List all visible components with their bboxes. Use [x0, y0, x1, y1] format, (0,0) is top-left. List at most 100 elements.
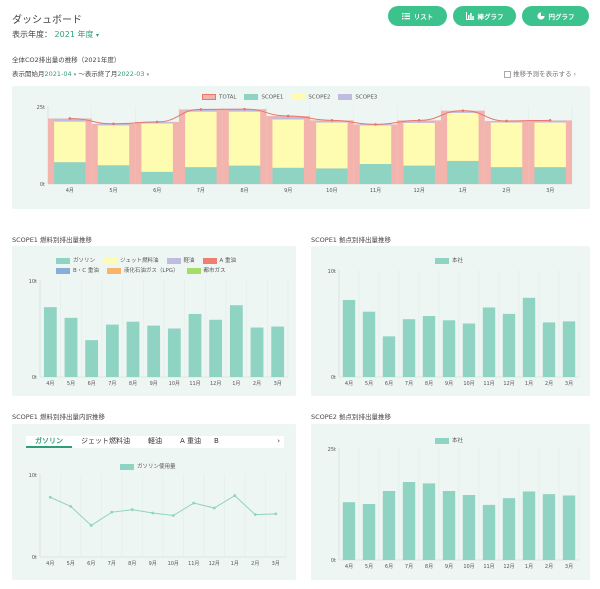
bar: [126, 321, 140, 377]
pie-chart-button[interactable]: 円グラフ: [522, 6, 589, 26]
y-tick-label: 25t: [328, 447, 336, 453]
bar: [422, 483, 436, 560]
x-tick-label: 7月: [108, 561, 116, 567]
bar-chart-button[interactable]: 棒グラフ: [453, 6, 516, 26]
list-button-label: リスト: [413, 13, 434, 21]
year-label: 表示年度：: [12, 30, 52, 39]
gasoline-line: [50, 494, 276, 527]
section-title-scope1-breakdown: SCOPE1 燃料別排出量内訳推移: [12, 413, 106, 421]
total-point: [461, 109, 465, 112]
bar: [562, 321, 576, 377]
list-button[interactable]: リスト: [388, 6, 447, 26]
bar-scope1: [490, 167, 523, 184]
x-tick-label: 2月: [545, 564, 553, 570]
gasoline-point: [192, 501, 196, 505]
gasoline-point: [110, 510, 114, 514]
chevron-down-icon: ▾: [96, 32, 100, 39]
chevron-down-icon: ▾: [146, 72, 150, 78]
y-tick-label: 10t: [328, 269, 336, 275]
bar-scope2: [403, 122, 435, 166]
x-tick-label: 1月: [525, 381, 533, 387]
total-point: [374, 123, 377, 126]
forecast-label: 推移予測を表示する: [513, 70, 572, 78]
start-month-select[interactable]: 2021-04: [44, 70, 72, 78]
bar: [522, 297, 536, 377]
forecast-toggle[interactable]: 推移予測を表示する ›: [504, 68, 576, 78]
year-suffix: 年度: [77, 30, 94, 39]
bar: [362, 311, 376, 377]
gasoline-point: [48, 495, 52, 499]
x-tick-label: 2月: [251, 561, 259, 567]
bar-scope2: [272, 119, 304, 168]
gasoline-point: [89, 524, 93, 527]
bar: [147, 325, 161, 377]
bar-scope1: [185, 167, 217, 184]
x-tick-label: 6月: [88, 381, 96, 387]
x-tick-label: 2月: [253, 381, 261, 387]
legend-item-jet-fuel[interactable]: ジェット燃料油: [103, 256, 159, 264]
legend-item-bc-heavy-oil[interactable]: B・C 重油: [56, 266, 99, 274]
legend-item-headquarters[interactable]: 本社: [435, 256, 463, 264]
end-month-select[interactable]: 2022-03: [117, 70, 145, 78]
bar: [382, 491, 396, 560]
x-tick-label: 5月: [365, 564, 373, 570]
x-tick-label: 11月: [189, 381, 200, 387]
x-tick-label: 1月: [525, 564, 533, 570]
tabs-next-icon[interactable]: ›: [277, 437, 280, 445]
legend-item-a-heavy-oil[interactable]: A 重油: [202, 256, 236, 264]
year-selector[interactable]: 表示年度： 2021 年度 ▾: [12, 29, 99, 40]
legend-item-scope1[interactable]: SCOPE1: [244, 94, 283, 101]
x-tick-label: 3月: [272, 561, 280, 567]
legend-item-total[interactable]: TOTAL: [202, 94, 236, 101]
tab-b-heavy-oil[interactable]: B: [214, 437, 219, 445]
bar: [43, 307, 57, 377]
x-tick-label: 9月: [445, 564, 453, 570]
x-tick-label: 3月: [546, 188, 554, 194]
legend-item-gasoline-usage[interactable]: ガソリン使用量: [120, 462, 176, 470]
y-tick-label: 10t: [29, 279, 37, 285]
forecast-checkbox[interactable]: [504, 70, 511, 78]
legend-item-lpg[interactable]: 液化石油ガス（LPG）: [106, 266, 179, 274]
total-point: [68, 117, 72, 120]
legend-item-light-oil[interactable]: 軽油: [166, 256, 195, 264]
bar-chart-icon: [465, 12, 474, 20]
bar-scope2: [97, 125, 130, 166]
legend-item-gasoline[interactable]: ガソリン: [56, 256, 95, 264]
x-tick-label: 5月: [67, 561, 75, 567]
gasoline-usage-chart: 10t 0t 4月 5月 6月 7月 8月 9月 10月 11月 12月 1月 2月 3月: [29, 473, 287, 567]
x-tick-label: 9月: [150, 381, 158, 387]
legend-item-city-gas[interactable]: 都市ガス: [186, 266, 226, 274]
x-tick-label: 4月: [345, 381, 353, 387]
legend-item-headquarters[interactable]: 本社: [435, 436, 463, 444]
section-title-scope1-fuel: SCOPE1 燃料別排出量推移: [12, 236, 93, 244]
scope1-site-panel: 本社 10t 0t 4月 5月 6月 7月 8月 9月 10月 11月 12月 1月 2月 3月: [311, 246, 590, 396]
bar-scope2: [316, 122, 348, 169]
x-tick-label: 12月: [210, 381, 221, 387]
total-point: [548, 119, 552, 122]
legend-item-scope3[interactable]: SCOPE3: [338, 94, 377, 101]
section-title-overall: 全体CO2排出量の推移（2021年度）: [12, 56, 121, 64]
bar-scope2: [534, 122, 566, 168]
x-tick-label: 4月: [66, 188, 74, 194]
y-tick-label: 0t: [331, 558, 336, 564]
list-icon: [401, 13, 410, 20]
bar: [502, 313, 516, 377]
bar-scope2: [359, 125, 392, 165]
legend-item-scope2[interactable]: SCOPE2: [291, 94, 330, 101]
tab-gasoline[interactable]: ガソリン: [26, 436, 72, 448]
x-tick-label: 9月: [445, 381, 453, 387]
total-point: [505, 119, 508, 123]
tab-jet-fuel[interactable]: ジェット燃料油: [81, 437, 130, 445]
tab-light-oil[interactable]: 軽油: [148, 437, 162, 445]
x-tick-label: 1月: [231, 561, 239, 567]
fuel-tabs: ガソリン ジェット燃料油 軽油 A 重油 B ›: [26, 436, 284, 448]
x-tick-label: 4月: [46, 381, 54, 387]
overall-emissions-chart: 25t 0t 4月 5月 6月 7月 8月 9月 10月 11月 12月 1月 2月 3月: [37, 105, 573, 194]
bar-scope2: [490, 122, 523, 168]
tab-a-heavy-oil[interactable]: A 重油: [180, 437, 202, 445]
x-tick-label: 4月: [345, 564, 353, 570]
total-point: [417, 119, 421, 122]
x-tick-label: 8月: [128, 561, 136, 567]
total-point: [330, 119, 334, 122]
scope1-site-legend: 本社: [435, 256, 463, 264]
